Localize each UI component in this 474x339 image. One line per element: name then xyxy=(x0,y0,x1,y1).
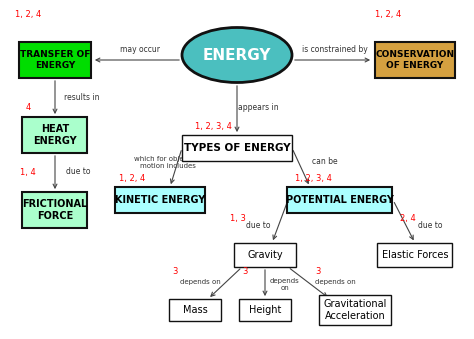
Text: 3: 3 xyxy=(242,267,248,277)
FancyBboxPatch shape xyxy=(115,187,205,213)
Text: KINETIC ENERGY: KINETIC ENERGY xyxy=(115,195,205,205)
Text: appears in: appears in xyxy=(237,103,278,113)
FancyBboxPatch shape xyxy=(375,42,455,78)
Text: depends on: depends on xyxy=(315,279,356,285)
Text: may occur: may occur xyxy=(120,45,160,55)
Text: Gravity: Gravity xyxy=(247,250,283,260)
FancyBboxPatch shape xyxy=(22,117,88,153)
FancyBboxPatch shape xyxy=(234,243,296,267)
Text: which for objects in
motion includes: which for objects in motion includes xyxy=(134,156,202,168)
Text: 3: 3 xyxy=(315,267,321,277)
Text: 1, 2, 3, 4: 1, 2, 3, 4 xyxy=(194,122,231,132)
Text: due to: due to xyxy=(246,220,270,230)
FancyBboxPatch shape xyxy=(22,192,88,228)
Text: 3: 3 xyxy=(173,267,178,277)
Text: Gravitational
Acceleration: Gravitational Acceleration xyxy=(323,299,387,321)
Text: Elastic Forces: Elastic Forces xyxy=(382,250,448,260)
FancyBboxPatch shape xyxy=(169,299,221,321)
FancyBboxPatch shape xyxy=(239,299,291,321)
Text: due to: due to xyxy=(418,220,442,230)
FancyBboxPatch shape xyxy=(288,187,392,213)
Text: 1, 2, 4: 1, 2, 4 xyxy=(119,174,145,182)
Text: FRICTIONAL
FORCE: FRICTIONAL FORCE xyxy=(22,199,88,221)
Text: results in: results in xyxy=(64,94,100,102)
Text: 1, 2, 3, 4: 1, 2, 3, 4 xyxy=(294,174,331,182)
Text: 1, 3: 1, 3 xyxy=(230,214,246,222)
Text: HEAT
ENERGY: HEAT ENERGY xyxy=(33,124,77,146)
Text: depends on: depends on xyxy=(180,279,220,285)
FancyBboxPatch shape xyxy=(182,135,292,161)
Text: Height: Height xyxy=(249,305,281,315)
Text: 1, 2, 4: 1, 2, 4 xyxy=(15,11,41,20)
Text: 4: 4 xyxy=(26,103,31,113)
Text: CONSERVATION
OF ENERGY: CONSERVATION OF ENERGY xyxy=(375,50,455,70)
Text: 1, 4: 1, 4 xyxy=(20,167,36,177)
Text: ENERGY: ENERGY xyxy=(203,47,271,62)
Text: 2, 4: 2, 4 xyxy=(400,214,416,222)
Text: Mass: Mass xyxy=(182,305,207,315)
Text: TYPES OF ENERGY: TYPES OF ENERGY xyxy=(184,143,290,153)
FancyBboxPatch shape xyxy=(19,42,91,78)
Text: 1, 2, 4: 1, 2, 4 xyxy=(375,11,401,20)
Text: depends
on: depends on xyxy=(270,278,300,291)
Text: is constrained by: is constrained by xyxy=(302,45,368,55)
Text: can be: can be xyxy=(312,158,338,166)
Ellipse shape xyxy=(182,27,292,82)
FancyBboxPatch shape xyxy=(319,295,391,325)
Text: TRANSFER OF
ENERGY: TRANSFER OF ENERGY xyxy=(20,50,90,70)
Text: POTENTIAL ENERGY: POTENTIAL ENERGY xyxy=(286,195,394,205)
Text: due to: due to xyxy=(66,167,90,177)
FancyBboxPatch shape xyxy=(377,243,453,267)
